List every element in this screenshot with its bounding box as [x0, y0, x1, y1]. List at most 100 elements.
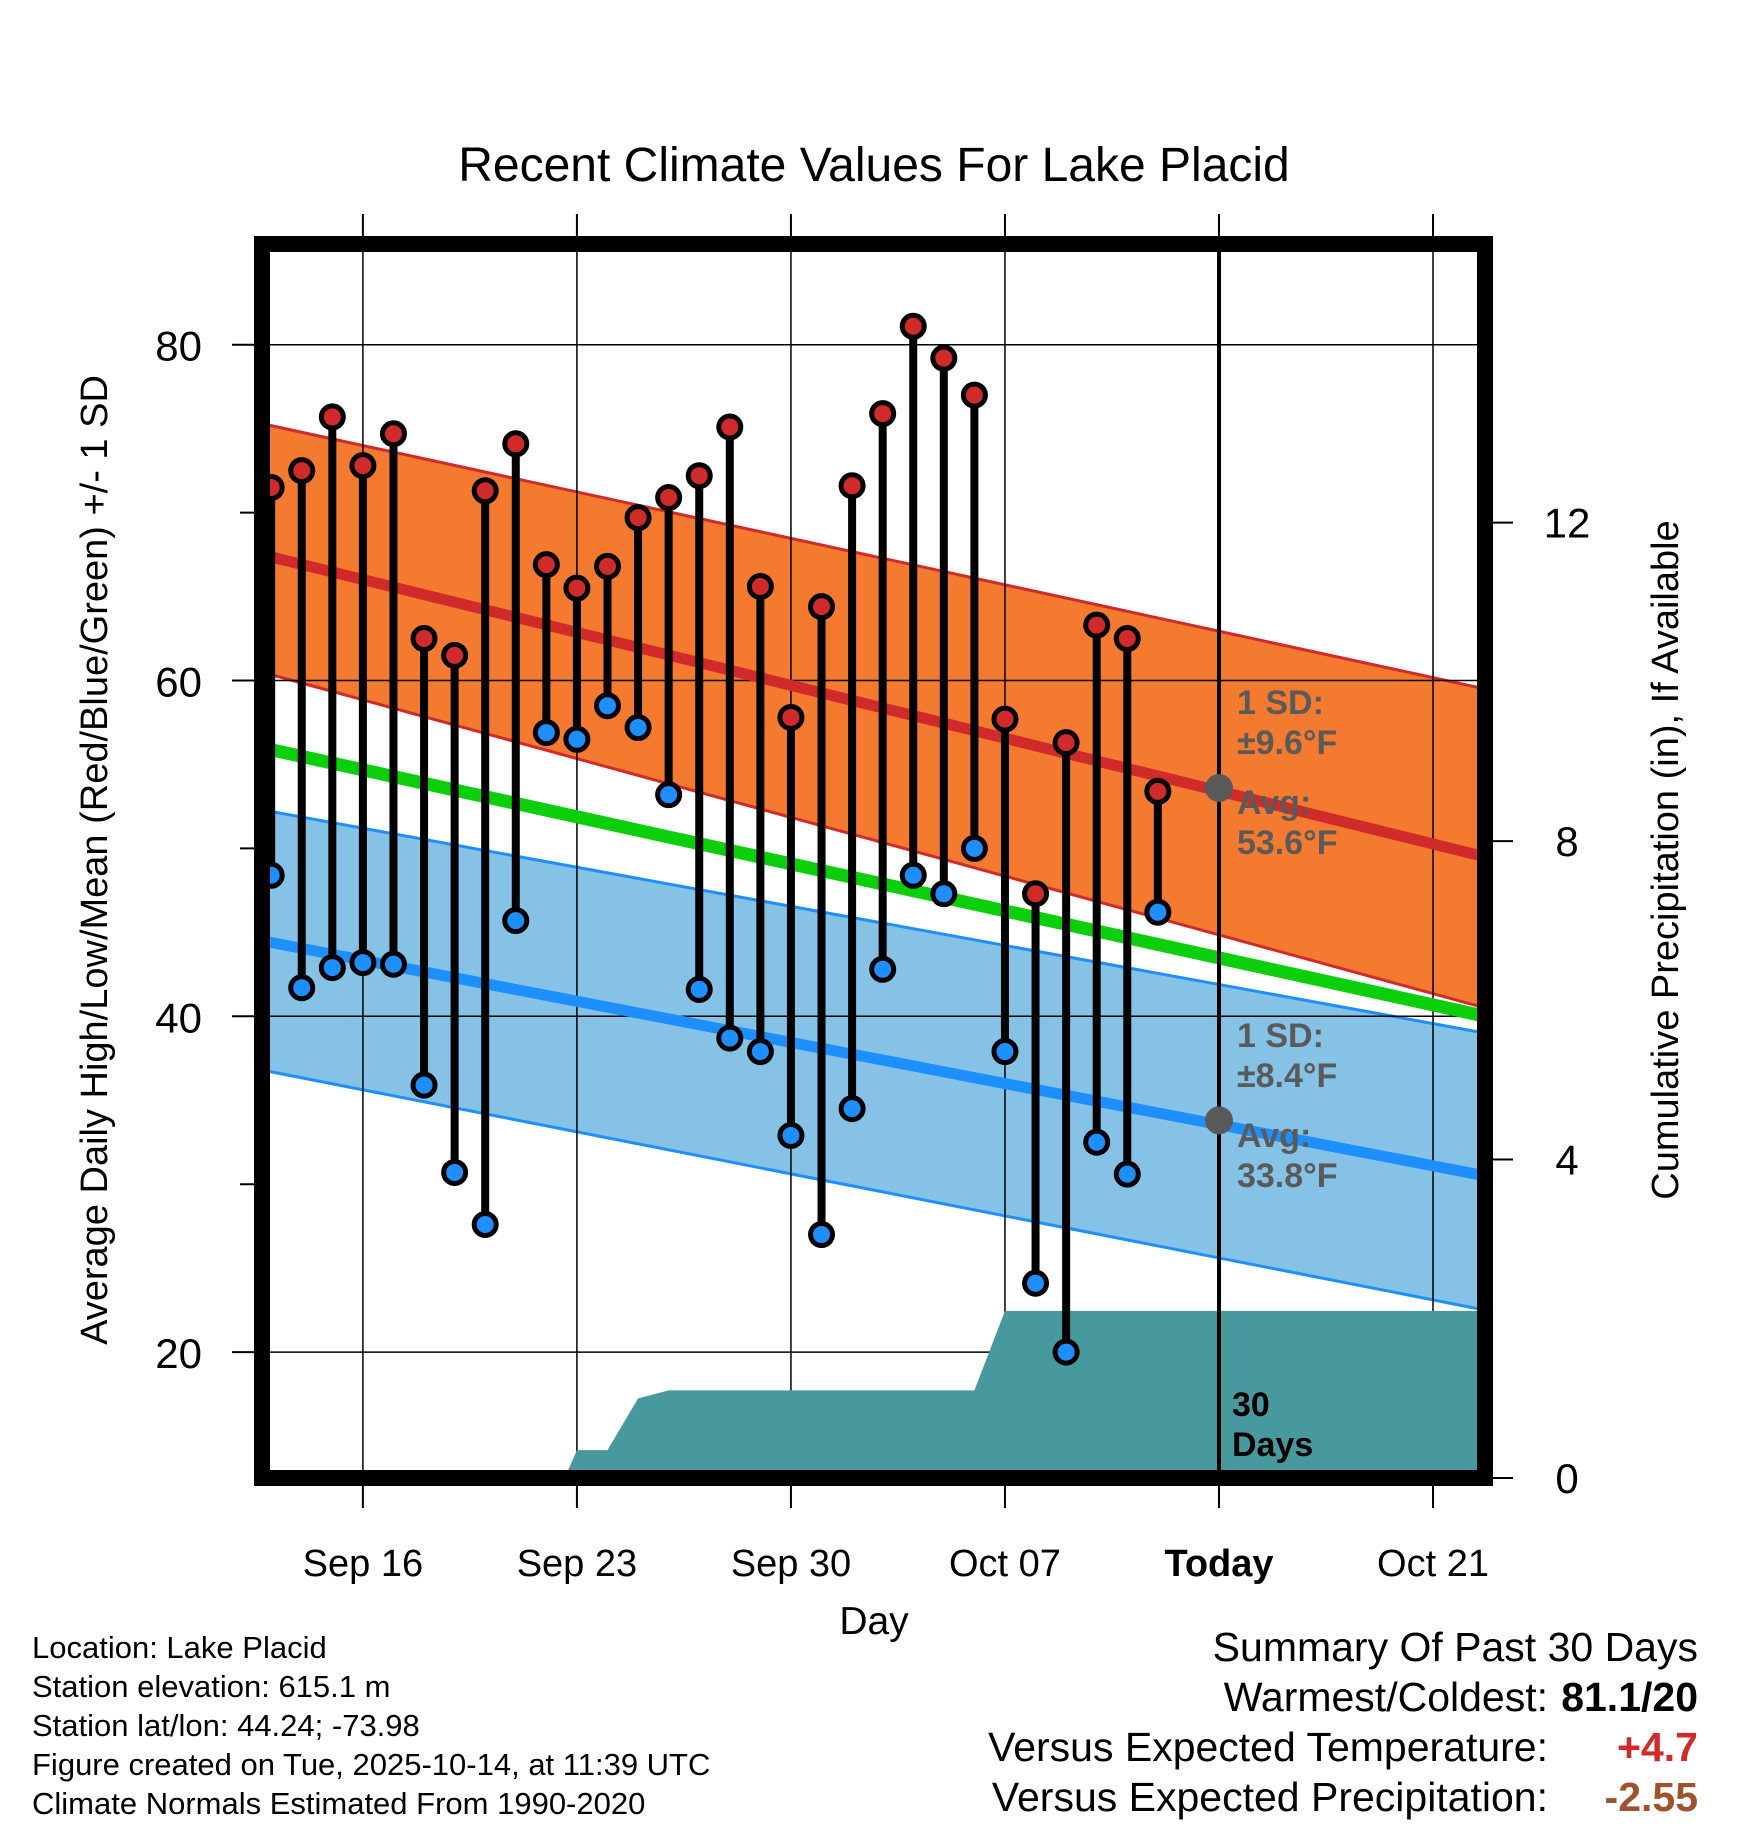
daily-high-marker — [349, 452, 377, 480]
plot-frame — [254, 236, 1493, 1486]
y2-axis-label: Cumulative Precipitation (in), If Availa… — [1645, 520, 1687, 1199]
daily-high-marker — [1052, 729, 1080, 757]
temp-value: +4.7 — [1617, 1724, 1698, 1770]
daily-low-marker — [471, 1210, 499, 1238]
daily-high-marker — [563, 574, 591, 602]
daily-high-marker — [838, 472, 866, 500]
y-tick-label: 60 — [155, 659, 202, 706]
temp-label: Versus Expected Temperature: — [988, 1724, 1548, 1770]
daily-high-marker — [624, 504, 652, 532]
low-avg-marker — [1204, 1106, 1233, 1135]
y-axis-label: Average Daily High/Low/Mean (Red/Blue/Gr… — [74, 375, 116, 1345]
x-axis-label: Day — [839, 1600, 909, 1643]
y-tick-label: 20 — [155, 1330, 202, 1377]
daily-low-marker — [808, 1221, 836, 1249]
normal-high-line — [260, 549, 1487, 863]
daily-low-marker — [410, 1071, 438, 1099]
daily-high-marker — [288, 457, 316, 485]
y-tick-label: 80 — [155, 323, 202, 370]
high-sd-value: ±9.6°F — [1237, 724, 1337, 762]
daily-high-marker — [1113, 625, 1141, 653]
daily-low-marker — [532, 719, 560, 747]
daily-low-marker — [930, 880, 958, 908]
low-avg-title: Avg: — [1237, 1117, 1311, 1155]
daily-low-marker — [441, 1158, 469, 1186]
low-sd-title: 1 SD: — [1237, 1017, 1324, 1055]
precip-value: -2.55 — [1604, 1774, 1698, 1820]
daily-low-marker — [1052, 1338, 1080, 1366]
daily-low-marker — [991, 1038, 1019, 1066]
daily-high-marker — [655, 484, 683, 512]
high-sd-title: 1 SD: — [1237, 684, 1324, 722]
created-text: Figure created on Tue, 2025-10-14, at 11… — [32, 1747, 711, 1782]
daily-low-marker — [1022, 1269, 1050, 1297]
daily-high-marker — [777, 703, 805, 731]
high-avg-value: 53.6°F — [1237, 824, 1338, 862]
summary-panel: Summary Of Past 30 Days Warmest/Coldest:… — [988, 1622, 1698, 1822]
daily-high-marker — [502, 430, 530, 458]
warmest-label: Warmest/Coldest: — [1223, 1674, 1548, 1720]
daily-high-marker — [746, 572, 774, 600]
daily-high-marker — [532, 551, 560, 579]
daily-high-marker — [1083, 611, 1111, 639]
days-count: 30 — [1232, 1386, 1270, 1424]
high-sd-upper-edge — [261, 422, 1486, 691]
daily-high-marker — [318, 403, 346, 431]
daily-high-marker — [685, 462, 713, 490]
precip-area — [546, 1310, 1485, 1478]
warmest-row: Warmest/Coldest: 81.1/20 — [988, 1672, 1698, 1722]
warmest-value: 81.1/20 — [1561, 1674, 1698, 1720]
high-avg-title: Avg: — [1237, 784, 1311, 822]
y2-tick-label: 8 — [1555, 818, 1578, 865]
high-sd-lower-edge — [261, 670, 1486, 1010]
daily-high-marker — [593, 552, 621, 580]
daily-low-marker — [685, 975, 713, 1003]
low-sd-value: ±8.4°F — [1237, 1057, 1337, 1095]
daily-low-marker — [1144, 898, 1172, 926]
daily-high-marker — [991, 705, 1019, 733]
days-label: Days — [1232, 1426, 1313, 1464]
daily-low-marker — [563, 725, 591, 753]
x-tick-label: Sep 23 — [517, 1543, 637, 1585]
daily-low-marker — [379, 950, 407, 978]
daily-high-marker — [960, 381, 988, 409]
low-sd-upper-edge — [261, 808, 1486, 1035]
elevation-text: Station elevation: 615.1 m — [32, 1669, 391, 1704]
daily-low-marker — [1083, 1128, 1111, 1156]
daily-low-marker — [777, 1122, 805, 1150]
daily-low-marker — [869, 955, 897, 983]
x-tick-label: Today — [1164, 1543, 1273, 1585]
temp-row: Versus Expected Temperature: +4.7 — [988, 1722, 1698, 1772]
daily-low-marker — [593, 692, 621, 720]
daily-low-marker — [318, 954, 346, 982]
y2-tick-label: 0 — [1555, 1455, 1578, 1502]
daily-low-marker — [838, 1095, 866, 1123]
precip-row: Versus Expected Precipitation: -2.55 — [988, 1772, 1698, 1822]
station-info: Location: Lake Placid Station elevation:… — [32, 1628, 710, 1823]
daily-low-marker — [655, 781, 683, 809]
daily-low-marker — [502, 907, 530, 935]
daily-low-marker — [288, 974, 316, 1002]
x-tick-label: Sep 30 — [731, 1543, 851, 1585]
y2-tick-label: 12 — [1544, 500, 1591, 547]
daily-high-marker — [471, 477, 499, 505]
daily-low-marker — [1113, 1160, 1141, 1188]
y-tick-label: 40 — [155, 994, 202, 1041]
daily-low-marker — [716, 1024, 744, 1052]
daily-high-marker — [930, 344, 958, 372]
chart-title: Recent Climate Values For Lake Placid — [458, 139, 1290, 192]
latlon-text: Station lat/lon: 44.24; -73.98 — [32, 1708, 420, 1743]
x-tick-label: Oct 21 — [1377, 1543, 1489, 1585]
high-avg-marker — [1204, 773, 1233, 802]
daily-high-marker — [1144, 777, 1172, 805]
daily-high-marker — [808, 593, 836, 621]
x-tick-label: Oct 07 — [949, 1543, 1061, 1585]
daily-high-marker — [899, 312, 927, 340]
daily-high-marker — [410, 625, 438, 653]
low-avg-value: 33.8°F — [1237, 1157, 1338, 1195]
daily-high-marker — [716, 413, 744, 441]
low-sd-lower-edge — [261, 1068, 1486, 1312]
normals-text: Climate Normals Estimated From 1990-2020 — [32, 1786, 646, 1821]
normal-low-line — [260, 935, 1487, 1182]
